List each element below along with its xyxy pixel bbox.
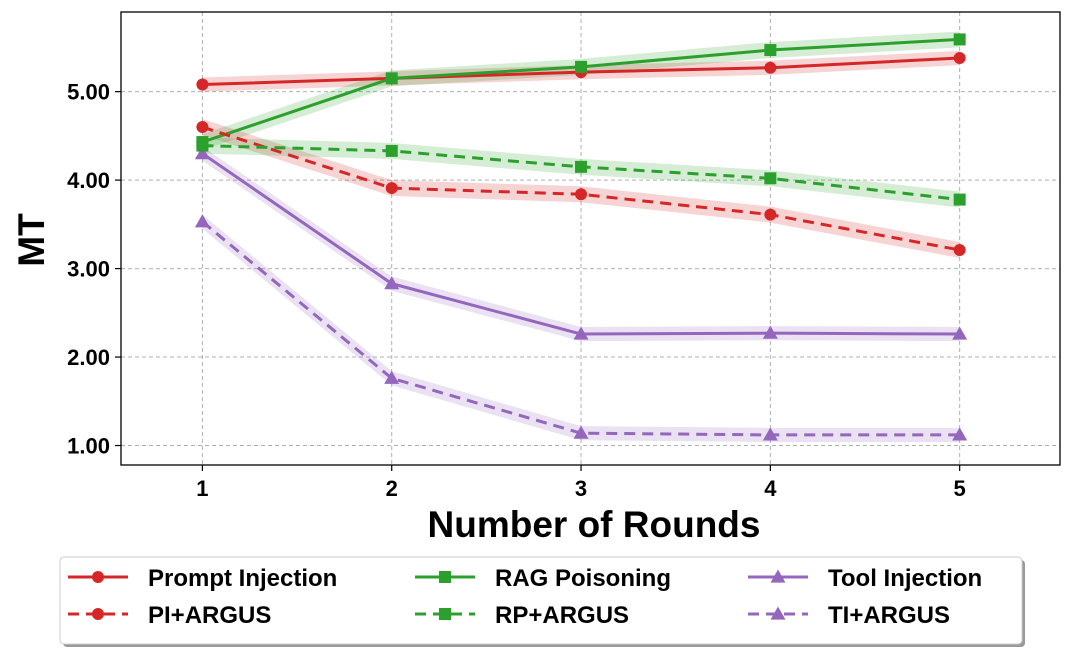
rag-poisoning-point (953, 33, 966, 46)
rag-poisoning-point (385, 72, 398, 85)
rag-poisoning-point (764, 44, 777, 57)
legend-marker-tool-injection (770, 569, 786, 583)
ti-argus-point (952, 427, 968, 441)
y-tick-label: 5.00 (67, 80, 110, 105)
rp-argus-point (385, 144, 398, 157)
x-tick-label: 2 (386, 476, 398, 501)
prompt-injection-point (196, 78, 209, 91)
legend-marker-pi-argus (92, 608, 104, 620)
legend: Prompt Injection RAG Poisoning Tool Inject… (59, 556, 1025, 647)
legend-label-rag-poisoning: RAG Poisoning (495, 565, 671, 592)
legend-marker-prompt-injection (92, 571, 104, 583)
legend-marker-rp-argus (439, 608, 451, 620)
rp-argus-point (575, 160, 588, 173)
prompt-injection-point (764, 61, 777, 74)
prompt-injection-point (953, 52, 966, 65)
axis-ticks: 1 2 3 4 5 1.00 2.00 3.00 4.00 5.00 (67, 80, 966, 501)
ti-argus-point (384, 370, 400, 384)
y-tick-label: 3.00 (67, 257, 110, 282)
tool-injection-point (194, 146, 210, 160)
legend-label-rp-argus: RP+ARGUS (495, 602, 629, 629)
ti-argus-band (202, 214, 960, 442)
legend-marker-ti-argus (770, 606, 786, 620)
y-tick-label: 1.00 (67, 434, 110, 459)
legend-label-prompt-injection: Prompt Injection (148, 565, 337, 592)
rp-argus-point (764, 172, 777, 185)
x-axis-title: Number of Rounds (428, 504, 761, 545)
pi-argus-point (385, 182, 398, 195)
rag-poisoning-point (575, 60, 588, 73)
tool-injection-point (573, 326, 589, 340)
ti-argus-point (573, 425, 589, 439)
grid (121, 12, 1060, 465)
legend-label-ti-argus: TI+ARGUS (828, 602, 950, 629)
legend-label-pi-argus: PI+ARGUS (148, 602, 271, 629)
pi-argus-point (764, 208, 777, 221)
series-markers (194, 33, 968, 441)
x-tick-label: 5 (954, 476, 966, 501)
x-tick-label: 3 (575, 476, 587, 501)
legend-label-tool-injection: Tool Injection (828, 565, 982, 592)
legend-marker-rag-poisoning (439, 571, 451, 583)
x-tick-label: 4 (764, 476, 777, 501)
plot-frame (120, 11, 1061, 466)
rp-argus-point (196, 139, 209, 152)
tool-injection-point (762, 325, 778, 339)
tool-injection-point (952, 326, 968, 340)
ti-argus-point (762, 427, 778, 441)
pi-argus-point (196, 121, 209, 134)
y-tick-label: 4.00 (67, 168, 110, 193)
pi-argus-point (953, 244, 966, 257)
y-tick-label: 2.00 (67, 345, 110, 370)
y-axis-title: MT (11, 213, 52, 267)
x-tick-label: 1 (196, 476, 208, 501)
legend-items: Prompt Injection RAG Poisoning Tool Inject… (68, 565, 982, 629)
pi-argus-point (575, 188, 588, 201)
ti-argus-point (194, 214, 210, 228)
tool-injection-point (384, 276, 400, 290)
rp-argus-point (953, 193, 966, 206)
